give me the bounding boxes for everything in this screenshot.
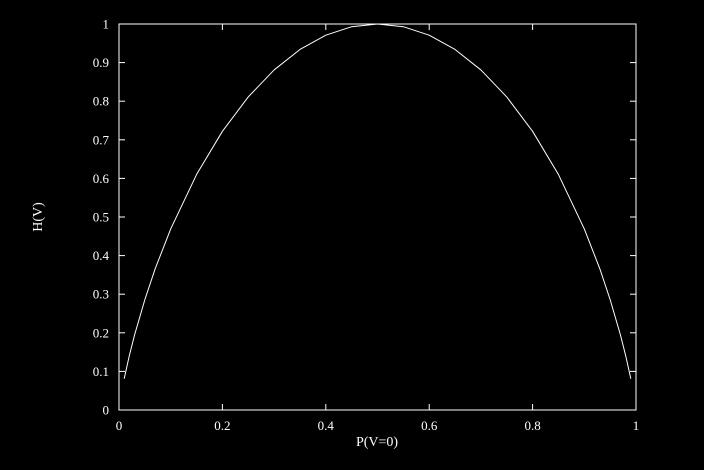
y-tick-label: 0.1 — [93, 364, 109, 379]
y-tick-label: 0.8 — [93, 94, 109, 109]
y-tick-label: 0.5 — [93, 210, 109, 225]
entropy-curve — [123, 23, 632, 379]
x-tick-label: 0.8 — [524, 418, 540, 433]
x-tick-label: 0 — [116, 418, 123, 433]
x-tick-label: 1 — [633, 418, 640, 433]
y-axis-label: H(V) — [31, 202, 46, 232]
y-tick-label: 0.4 — [93, 248, 110, 263]
y-tick-label: 0.3 — [93, 287, 109, 302]
x-axis-label: P(V=0) — [356, 435, 398, 450]
y-tick-label: 0.6 — [93, 171, 110, 186]
y-tick-label: 1 — [103, 17, 110, 32]
x-tick-label: 0.4 — [318, 418, 335, 433]
x-tick-label: 0.2 — [214, 418, 230, 433]
y-tick-label: 0.9 — [93, 55, 109, 70]
x-tick-label: 0.6 — [421, 418, 438, 433]
y-tick-label: 0.7 — [93, 132, 110, 147]
y-tick-label: 0 — [103, 403, 110, 418]
y-tick-label: 0.2 — [93, 325, 109, 340]
